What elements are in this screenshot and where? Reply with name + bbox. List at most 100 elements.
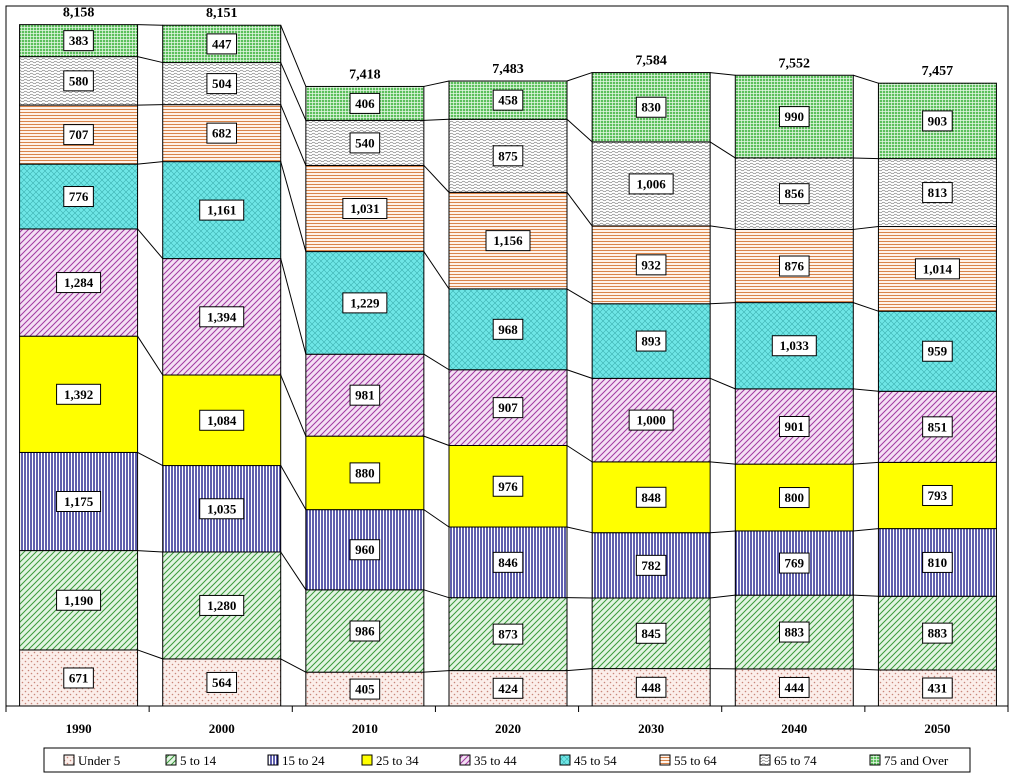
legend-label: 5 to 14 (180, 753, 217, 768)
value-label: 1,006 (637, 176, 667, 191)
total-label: 7,552 (779, 56, 811, 71)
legend-swatch (560, 755, 570, 765)
value-label: 707 (69, 127, 89, 142)
value-label: 981 (355, 388, 375, 403)
total-label: 7,457 (922, 64, 954, 79)
value-label: 782 (641, 558, 661, 573)
value-label: 1,175 (64, 494, 94, 509)
x-tick-label: 2000 (209, 721, 235, 736)
value-label: 851 (928, 419, 948, 434)
value-label: 580 (69, 73, 89, 88)
value-label: 990 (785, 109, 805, 124)
value-label: 793 (928, 488, 948, 503)
legend-label: 25 to 34 (376, 753, 419, 768)
legend-swatch (166, 755, 176, 765)
value-label: 880 (355, 465, 375, 480)
value-label: 1,392 (64, 387, 93, 402)
value-label: 968 (498, 322, 518, 337)
value-label: 769 (785, 556, 805, 571)
bar-segments (20, 25, 997, 706)
legend-swatch (870, 755, 880, 765)
legend-swatch (64, 755, 74, 765)
value-label: 848 (641, 490, 661, 505)
value-label: 1,190 (64, 593, 93, 608)
value-label: 776 (69, 189, 89, 204)
value-label: 959 (928, 344, 948, 359)
value-label: 813 (928, 185, 948, 200)
legend-swatch (660, 755, 670, 765)
value-label: 883 (785, 625, 805, 640)
value-label: 830 (641, 100, 661, 115)
legend-label: 35 to 44 (474, 753, 517, 768)
value-label: 1,280 (207, 598, 236, 613)
legend: Under 5 5 to 14 15 to 24 25 to 34 35 to 44 45… (44, 748, 970, 772)
legend-label: 75 and Over (884, 753, 949, 768)
value-label: 383 (69, 33, 89, 48)
value-label: 447 (212, 36, 232, 51)
value-label: 1,000 (637, 413, 666, 428)
value-label: 932 (641, 257, 661, 272)
value-label: 960 (355, 542, 375, 557)
value-label: 873 (498, 627, 518, 642)
value-label: 444 (785, 680, 805, 695)
value-label: 901 (785, 419, 805, 434)
value-label: 1,229 (350, 295, 380, 310)
value-label: 682 (212, 126, 232, 141)
legend-label: Under 5 (78, 753, 120, 768)
value-label: 540 (355, 135, 375, 150)
value-label: 875 (498, 148, 518, 163)
value-label: 883 (928, 626, 948, 641)
connector-line (138, 25, 163, 26)
value-label: 406 (355, 96, 375, 111)
total-label: 8,158 (63, 6, 95, 21)
value-label: 448 (641, 680, 661, 695)
value-label: 846 (498, 555, 518, 570)
x-tick-label: 2050 (924, 721, 950, 736)
legend-label: 55 to 64 (674, 753, 717, 768)
value-label: 424 (498, 681, 518, 696)
x-tick-label: 2030 (638, 721, 664, 736)
value-label: 1,035 (207, 501, 237, 516)
value-label: 876 (785, 259, 805, 274)
value-label: 800 (785, 490, 805, 505)
value-label: 431 (928, 681, 948, 696)
value-label: 504 (212, 76, 232, 91)
value-label: 976 (498, 479, 518, 494)
value-label: 810 (928, 555, 948, 570)
total-label: 7,483 (492, 62, 524, 77)
value-label: 856 (785, 186, 805, 201)
value-label: 1,031 (350, 201, 379, 216)
legend-label: 15 to 24 (282, 753, 325, 768)
value-label: 1,084 (207, 413, 237, 428)
legend-swatch (760, 755, 770, 765)
x-tick-label: 2040 (781, 721, 807, 736)
value-label: 671 (69, 670, 89, 685)
x-tick-label: 2020 (495, 721, 521, 736)
value-label: 1,161 (207, 203, 236, 218)
value-label: 458 (498, 93, 518, 108)
value-label: 1,284 (64, 275, 94, 290)
value-label: 903 (928, 113, 948, 128)
x-tick-label: 1990 (66, 721, 92, 736)
total-label: 8,151 (206, 6, 238, 21)
total-label: 7,418 (349, 67, 381, 82)
value-label: 1,156 (493, 233, 523, 248)
value-label: 1,394 (207, 309, 237, 324)
legend-swatch (460, 755, 470, 765)
value-label: 907 (498, 400, 518, 415)
connector-line (853, 158, 878, 159)
total-label: 7,584 (635, 54, 667, 69)
x-tick-label: 2010 (352, 721, 378, 736)
legend-swatch (362, 755, 372, 765)
legend-label: 65 to 74 (774, 753, 817, 768)
value-label: 893 (641, 334, 661, 349)
legend-swatch (268, 755, 278, 765)
value-label: 845 (641, 626, 661, 641)
value-label: 564 (212, 675, 232, 690)
value-label: 1,014 (923, 261, 953, 276)
x-axis: 1990 2000 2010 2020 2030 2040 2050 (6, 706, 1008, 736)
value-label: 1,033 (780, 338, 810, 353)
legend-label: 45 to 54 (574, 753, 617, 768)
